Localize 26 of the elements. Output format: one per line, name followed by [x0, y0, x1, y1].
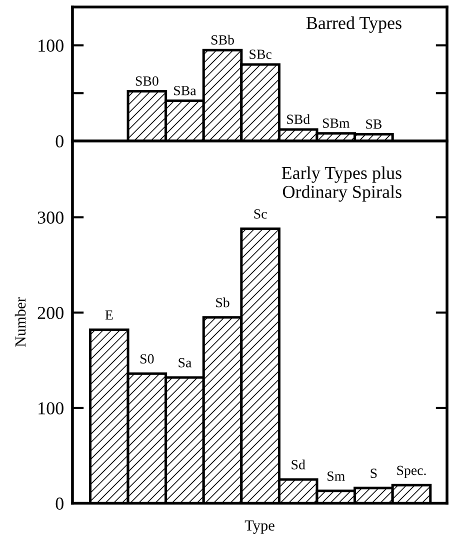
- category-label: Sd: [292, 460, 306, 470]
- category-label: SB0: [136, 76, 158, 86]
- category-label: S: [370, 468, 377, 478]
- text: Early Types plus Ordinary Spirals: [282, 166, 402, 202]
- chart-title: Barred Types: [306, 16, 402, 33]
- category-label: Sa: [178, 358, 192, 368]
- category-label: SBc: [250, 50, 272, 59]
- category-label: S0: [140, 354, 154, 364]
- category-label: SBm: [322, 118, 350, 128]
- category-label: Sm: [328, 471, 345, 481]
- category-label: SBb: [211, 34, 234, 45]
- y-tick-label: 300: [38, 212, 64, 224]
- category-label: Sb: [216, 298, 230, 308]
- y-tick-label: 100: [38, 40, 64, 52]
- y-tick-label: 200: [38, 306, 64, 320]
- y-tick-label: 100: [38, 402, 64, 414]
- x-axis-title: Type: [244, 520, 274, 534]
- y-axis-title: Number: [14, 297, 26, 347]
- category-label: Spec.: [397, 466, 426, 478]
- category-label: SBa: [174, 86, 196, 96]
- category-label: SBd: [287, 114, 310, 124]
- category-label: Sc: [254, 209, 267, 219]
- y-tick-label: 0: [56, 135, 64, 148]
- category-label: SB: [366, 119, 382, 129]
- category-label: E: [105, 310, 113, 320]
- y-tick-label: 0: [56, 498, 64, 510]
